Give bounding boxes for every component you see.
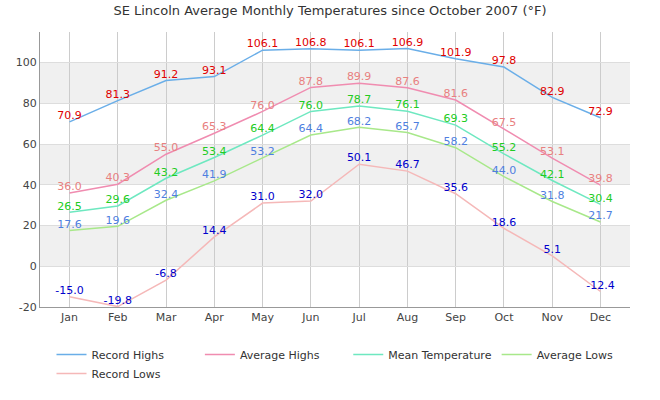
svg-text:Average Highs: Average Highs <box>240 349 320 362</box>
svg-text:65.3: 65.3 <box>202 120 227 133</box>
svg-text:18.6: 18.6 <box>492 216 517 229</box>
svg-text:46.7: 46.7 <box>395 158 420 171</box>
svg-text:81.6: 81.6 <box>443 87 468 100</box>
svg-text:100: 100 <box>16 56 37 69</box>
svg-text:64.4: 64.4 <box>250 122 275 135</box>
svg-text:68.2: 68.2 <box>347 115 372 128</box>
svg-text:5.1: 5.1 <box>543 243 561 256</box>
svg-text:36.0: 36.0 <box>57 180 82 193</box>
svg-text:67.5: 67.5 <box>492 116 517 129</box>
svg-text:106.1: 106.1 <box>343 37 375 50</box>
svg-text:40.3: 40.3 <box>106 171 130 184</box>
svg-text:35.6: 35.6 <box>443 181 468 194</box>
svg-text:Sep: Sep <box>445 311 466 324</box>
svg-text:-12.4: -12.4 <box>586 279 614 292</box>
svg-text:26.5: 26.5 <box>57 200 82 213</box>
svg-text:60: 60 <box>23 138 37 151</box>
svg-text:Nov: Nov <box>541 311 563 324</box>
svg-text:44.0: 44.0 <box>492 164 517 177</box>
svg-text:53.1: 53.1 <box>540 145 565 158</box>
svg-text:42.1: 42.1 <box>540 168 565 181</box>
svg-text:39.8: 39.8 <box>588 172 613 185</box>
svg-text:Apr: Apr <box>205 311 225 324</box>
svg-text:Aug: Aug <box>397 311 418 324</box>
svg-text:Record Highs: Record Highs <box>92 349 165 362</box>
svg-text:32.4: 32.4 <box>154 188 179 201</box>
svg-text:65.7: 65.7 <box>395 120 420 133</box>
svg-text:64.4: 64.4 <box>299 122 324 135</box>
svg-text:14.4: 14.4 <box>202 224 227 237</box>
svg-text:76.0: 76.0 <box>250 99 275 112</box>
svg-text:20: 20 <box>23 219 37 232</box>
svg-text:32.0: 32.0 <box>299 188 324 201</box>
svg-text:May: May <box>251 311 274 324</box>
svg-text:82.9: 82.9 <box>540 85 565 98</box>
svg-text:69.3: 69.3 <box>443 112 468 125</box>
svg-text:55.0: 55.0 <box>154 141 179 154</box>
svg-text:21.7: 21.7 <box>588 209 613 222</box>
svg-text:87.8: 87.8 <box>299 75 324 88</box>
svg-text:87.6: 87.6 <box>395 75 420 88</box>
svg-text:89.9: 89.9 <box>347 70 372 83</box>
svg-text:53.4: 53.4 <box>202 145 227 158</box>
svg-text:Oct: Oct <box>494 311 514 324</box>
svg-text:-20: -20 <box>19 301 37 314</box>
svg-text:53.2: 53.2 <box>250 145 275 158</box>
svg-text:29.6: 29.6 <box>106 193 130 206</box>
svg-text:101.9: 101.9 <box>440 46 472 59</box>
svg-text:Average Lows: Average Lows <box>537 349 613 362</box>
svg-text:70.9: 70.9 <box>57 109 82 122</box>
svg-text:91.2: 91.2 <box>154 68 179 81</box>
svg-text:31.8: 31.8 <box>540 189 565 202</box>
svg-text:50.1: 50.1 <box>347 151 372 164</box>
svg-text:106.1: 106.1 <box>247 37 279 50</box>
svg-text:Dec: Dec <box>590 311 611 324</box>
svg-text:106.9: 106.9 <box>392 36 424 49</box>
svg-text:58.2: 58.2 <box>443 135 468 148</box>
svg-text:81.3: 81.3 <box>106 88 130 101</box>
svg-text:-6.8: -6.8 <box>155 267 176 280</box>
svg-text:106.8: 106.8 <box>295 36 327 49</box>
svg-text:0: 0 <box>30 260 37 273</box>
svg-text:Mean Temperature: Mean Temperature <box>388 349 491 362</box>
svg-text:30.4: 30.4 <box>588 192 613 205</box>
svg-text:76.0: 76.0 <box>299 99 324 112</box>
svg-text:Jan: Jan <box>60 311 78 324</box>
svg-text:76.1: 76.1 <box>395 98 420 111</box>
svg-text:Record Lows: Record Lows <box>92 368 161 381</box>
svg-text:93.1: 93.1 <box>202 64 227 77</box>
svg-text:17.6: 17.6 <box>57 218 82 231</box>
svg-text:97.8: 97.8 <box>492 54 517 67</box>
svg-text:Jun: Jun <box>301 311 319 324</box>
svg-text:31.0: 31.0 <box>250 190 275 203</box>
svg-text:Jul: Jul <box>351 311 365 324</box>
svg-text:78.7: 78.7 <box>347 93 372 106</box>
svg-text:40: 40 <box>23 179 37 192</box>
svg-text:-15.0: -15.0 <box>55 284 83 297</box>
svg-text:Mar: Mar <box>156 311 177 324</box>
svg-text:Feb: Feb <box>108 311 127 324</box>
svg-text:SE Lincoln Average Monthly Tem: SE Lincoln Average Monthly Temperatures … <box>113 3 546 18</box>
svg-text:43.2: 43.2 <box>154 166 179 179</box>
svg-text:-19.8: -19.8 <box>104 294 132 307</box>
svg-text:55.2: 55.2 <box>492 141 517 154</box>
svg-text:72.9: 72.9 <box>588 105 613 118</box>
svg-text:41.9: 41.9 <box>202 168 227 181</box>
svg-text:19.6: 19.6 <box>106 214 130 227</box>
svg-text:80: 80 <box>23 97 37 110</box>
